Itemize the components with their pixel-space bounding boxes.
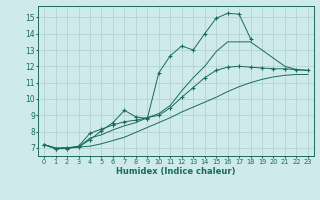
- X-axis label: Humidex (Indice chaleur): Humidex (Indice chaleur): [116, 167, 236, 176]
